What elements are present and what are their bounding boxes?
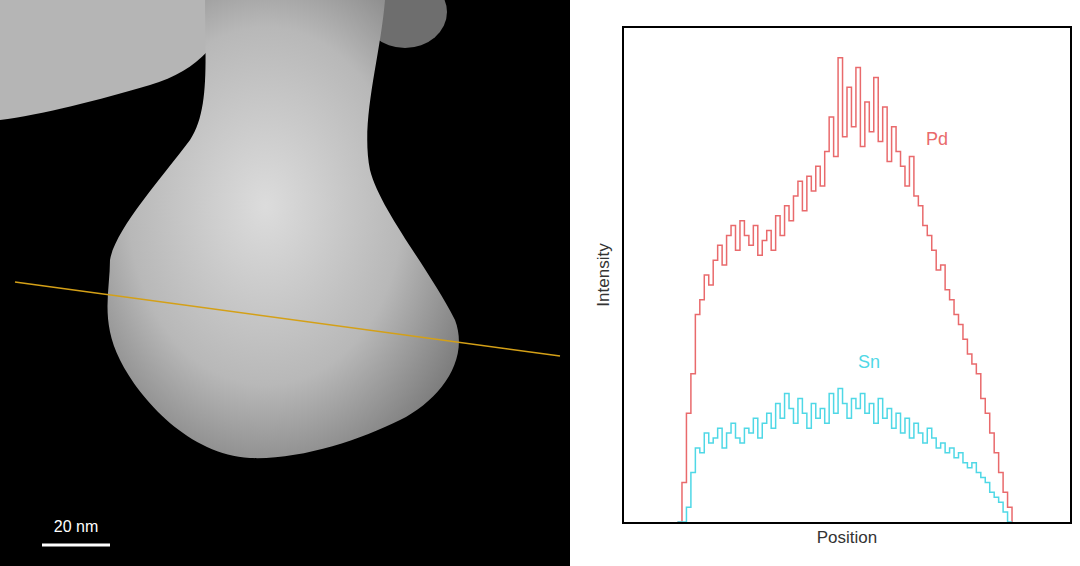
svg-text:Sn: Sn (858, 352, 880, 372)
svg-text:20 nm: 20 nm (54, 518, 98, 535)
svg-text:Intensity: Intensity (594, 243, 613, 307)
svg-text:Pd: Pd (926, 129, 948, 149)
svg-text:Position: Position (817, 528, 877, 547)
